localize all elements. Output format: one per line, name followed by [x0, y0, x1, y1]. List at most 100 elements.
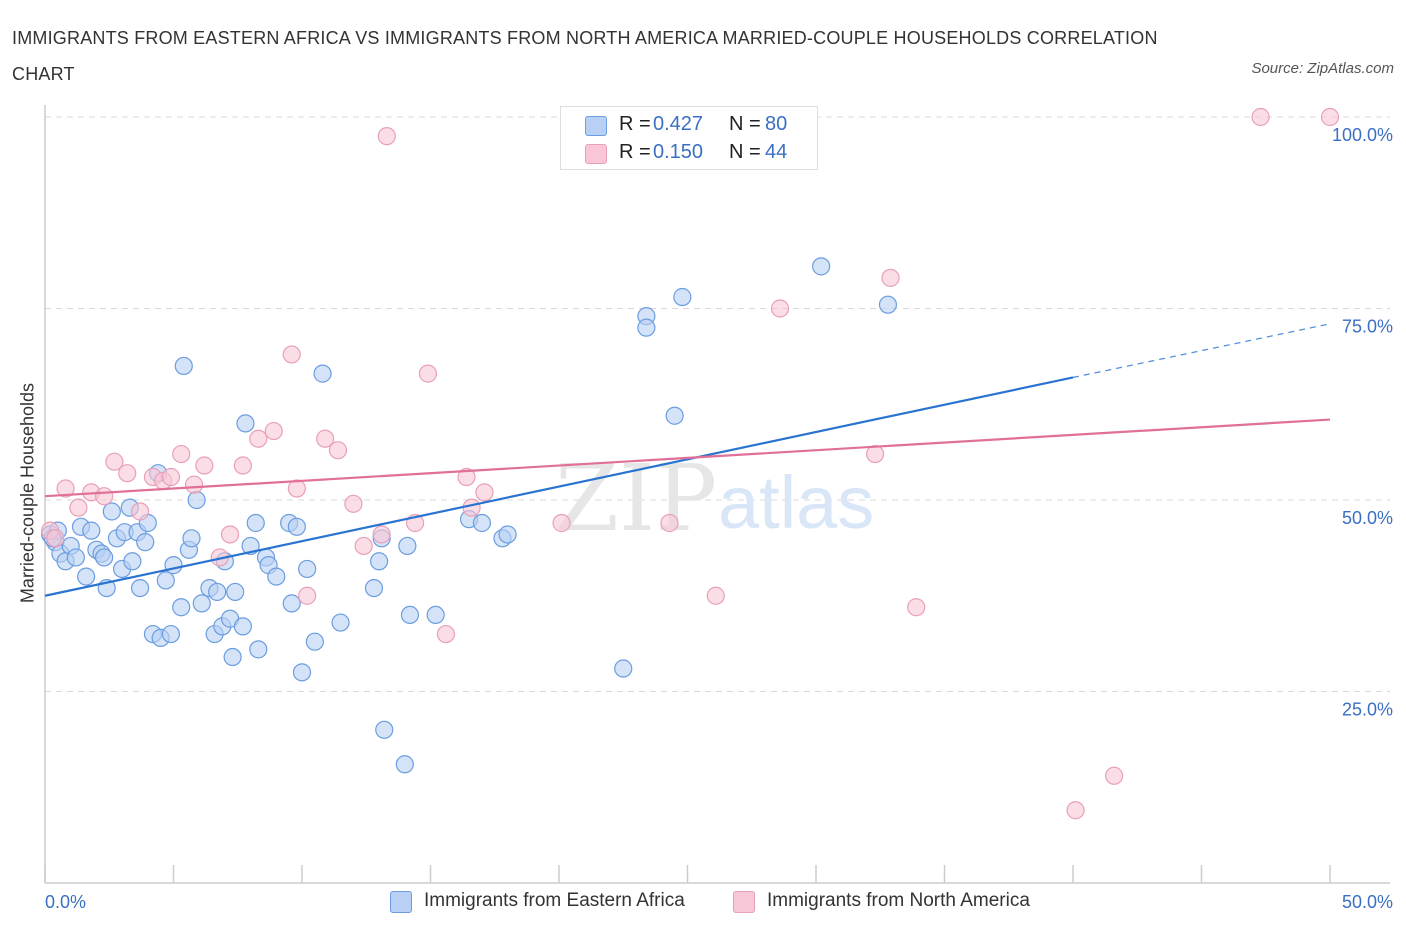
blue-point [364, 578, 384, 598]
pink-point [328, 441, 348, 460]
blue-point [82, 521, 101, 540]
blue-point [66, 548, 85, 567]
blue-point [182, 529, 201, 548]
pink-point [552, 513, 571, 533]
pink-swatch [733, 891, 755, 913]
blue-swatch [390, 891, 412, 913]
blue-point [136, 533, 155, 552]
pink-point [660, 513, 679, 533]
blue-point [130, 578, 150, 598]
pink-point [161, 467, 181, 487]
blue-point [673, 287, 692, 307]
pink-point [184, 475, 204, 494]
pink-point [264, 421, 283, 441]
watermark-atlas: atlas [718, 461, 874, 544]
blue-point [637, 318, 656, 337]
blue-point [426, 605, 445, 625]
blue-point [123, 552, 142, 571]
blue-point [398, 536, 417, 556]
trend-line-extension [1072, 323, 1331, 379]
pink-point [1105, 766, 1124, 785]
blue-point [102, 502, 121, 521]
pink-point [69, 498, 88, 517]
pink-point [770, 299, 790, 318]
blue-point [246, 513, 265, 533]
pink-point [436, 624, 456, 644]
series-label: Immigrants from Eastern Africa [424, 890, 685, 911]
grid-lines [45, 116, 1390, 692]
pink-point [706, 586, 725, 605]
blue-point [375, 720, 394, 739]
r-label: R = [619, 141, 651, 163]
n-value: 44 [765, 141, 788, 163]
watermark: ZIP atlas [555, 445, 874, 552]
pink-point [46, 529, 65, 548]
chart-title: IMMIGRANTS FROM EASTERN AFRICA VS IMMIGR… [12, 28, 1158, 84]
blue-point [812, 257, 831, 276]
pink-point [1066, 801, 1085, 820]
pink-point [282, 345, 301, 364]
blue-point [287, 517, 306, 536]
blue-point [233, 617, 252, 636]
pink-point [354, 536, 373, 556]
blue-point [208, 582, 227, 602]
pink-point [475, 483, 494, 502]
blue-point [395, 755, 414, 774]
y-tick-label: 75.0% [1342, 317, 1393, 337]
y-tick-label: 100.0% [1332, 125, 1393, 145]
pink-point [172, 444, 191, 464]
blue-point [249, 640, 268, 659]
pink-point [881, 268, 900, 287]
pink-point [866, 444, 885, 464]
blue-point [161, 624, 181, 644]
blue-point [192, 594, 211, 613]
pink-point [233, 456, 252, 475]
r-value: 0.150 [653, 141, 704, 163]
tick-labels: 25.0% 50.0% 75.0% 100.0% 0.0% 50.0% [45, 125, 1393, 912]
blue-point [665, 406, 684, 425]
pink-point [298, 586, 317, 605]
x-tick-label: 50.0% [1342, 892, 1393, 912]
pink-swatch [585, 144, 607, 164]
trend-line-north-america [44, 418, 1331, 498]
pink-point [462, 498, 481, 517]
pink-point [377, 127, 396, 146]
pink-point [418, 364, 438, 383]
series-label: Immigrants from North America [767, 890, 1030, 911]
pink-point [1251, 107, 1270, 127]
blue-point [174, 356, 193, 376]
pink-point [344, 494, 363, 513]
pink-point [457, 467, 476, 487]
pink-point [372, 525, 391, 544]
blue-point [226, 582, 245, 602]
data-points [41, 107, 1340, 820]
watermark-zip: ZIP [555, 445, 717, 552]
pink-point [130, 502, 150, 521]
pink-point [316, 429, 335, 448]
pink-point [105, 452, 124, 471]
blue-point [370, 552, 389, 571]
blue-point [187, 490, 206, 510]
n-value: 80 [765, 113, 788, 135]
source-label: Source: ZipAtlas.com [1251, 60, 1394, 77]
blue-point [292, 663, 312, 682]
blue-point [282, 594, 301, 613]
blue-point [298, 559, 317, 579]
pink-point [118, 464, 137, 483]
blue-point [77, 567, 96, 586]
r-label: R = [619, 113, 651, 135]
blue-point [878, 295, 898, 314]
pink-point [1320, 107, 1340, 127]
y-tick-label: 50.0% [1342, 508, 1393, 528]
blue-point [236, 414, 255, 433]
blue-point [472, 513, 491, 533]
blue-point [331, 613, 350, 632]
blue-point [164, 556, 183, 575]
y-tick-label: 25.0% [1342, 700, 1393, 720]
blue-point [614, 659, 633, 678]
pink-point [95, 487, 114, 506]
r-value: 0.427 [653, 113, 704, 135]
blue-point [305, 632, 324, 651]
blue-point [400, 605, 420, 625]
